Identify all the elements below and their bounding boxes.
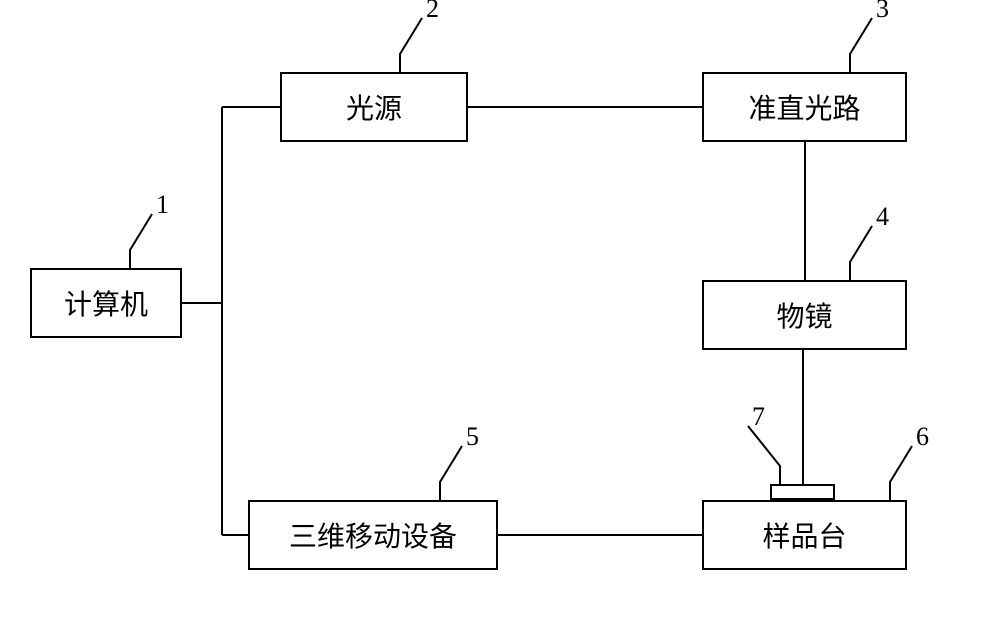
ref-number: 3 xyxy=(876,0,889,24)
node-label: 计算机 xyxy=(64,283,148,323)
edge-h xyxy=(468,106,702,108)
node-label: 物镜 xyxy=(776,295,832,335)
node-label: 三维移动设备 xyxy=(289,515,457,555)
ref-number: 1 xyxy=(156,190,169,220)
node-label: 光源 xyxy=(346,87,402,127)
edge-h xyxy=(222,106,280,108)
node-collimating-path: 准直光路 xyxy=(702,72,907,142)
node-sample xyxy=(770,484,835,500)
edge-h xyxy=(222,534,248,536)
node-label: 准直光路 xyxy=(748,87,860,127)
node-3d-moving-device: 三维移动设备 xyxy=(248,500,498,570)
node-label: 样品台 xyxy=(762,515,846,555)
ref-number: 2 xyxy=(426,0,439,24)
node-sample-stage: 样品台 xyxy=(702,500,907,570)
ref-number: 5 xyxy=(466,422,479,452)
ref-number: 4 xyxy=(876,202,889,232)
ref-number: 6 xyxy=(916,422,929,452)
edge-h xyxy=(498,534,702,536)
edge-v xyxy=(802,350,804,484)
edge-v xyxy=(804,142,806,280)
node-objective-lens: 物镜 xyxy=(702,280,907,350)
edge-v xyxy=(221,107,223,535)
diagram-canvas: 计算机 光源 准直光路 物镜 三维移动设备 样品台 1 2 3 4 5 6 7 xyxy=(0,0,1000,635)
node-light-source: 光源 xyxy=(280,72,468,142)
edge-h xyxy=(182,302,222,304)
ref-number: 7 xyxy=(752,402,765,432)
node-computer: 计算机 xyxy=(30,268,182,338)
